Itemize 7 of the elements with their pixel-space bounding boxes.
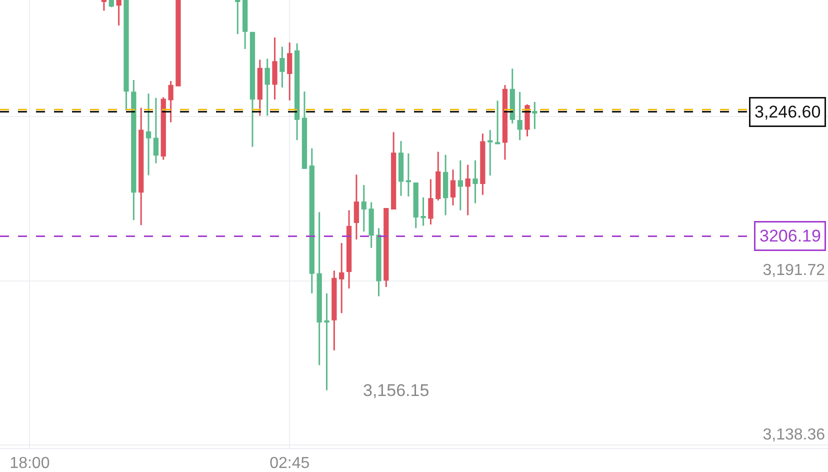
x-tick-label: 18:00	[10, 455, 50, 472]
y-tick-label: 3,191.72	[762, 262, 826, 280]
ref-line-label: 3206.19	[760, 226, 821, 246]
ref-line-label: 3,246.60	[754, 102, 821, 122]
annotation: 3,156.15	[363, 381, 430, 400]
y-tick-label: 3,138.36	[762, 426, 826, 444]
x-tick-label: 02:45	[270, 455, 310, 472]
